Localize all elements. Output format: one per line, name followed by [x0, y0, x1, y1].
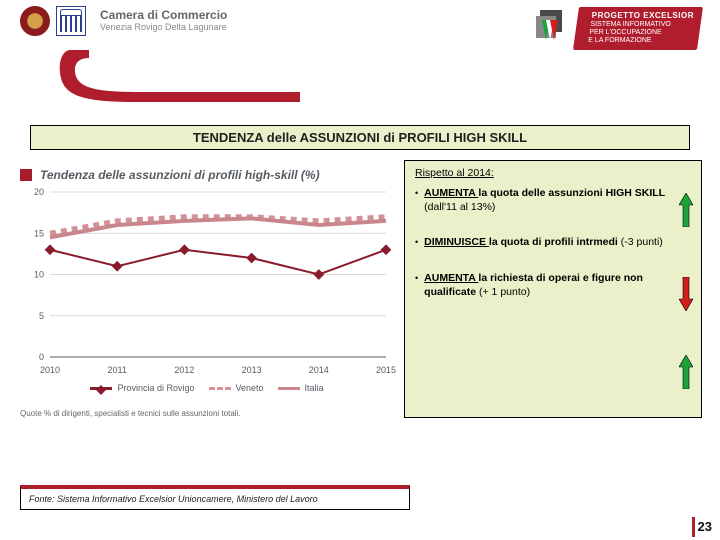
legend-item: Provincia di Rovigo [90, 383, 194, 393]
org-line2: Venezia Rovigo Delta Lagunare [100, 23, 227, 33]
org-name: Camera di Commercio Venezia Rovigo Delta… [100, 9, 227, 32]
chart-title: Tendenza delle assunzioni di profili hig… [40, 168, 320, 182]
building-icon [56, 6, 86, 36]
legend-label: Provincia di Rovigo [117, 383, 194, 393]
svg-text:2013: 2013 [242, 365, 262, 375]
bullet-dot-icon: • [415, 272, 418, 285]
arrow-up-icon [679, 193, 693, 227]
arrow-down-icon [679, 277, 693, 311]
chart-footnote: Quote % di dirigenti, specialisti e tecn… [18, 395, 396, 418]
bullet-item: • AUMENTA la quota delle assunzioni HIGH … [415, 187, 691, 214]
chart-title-row: Tendenza delle assunzioni di profili hig… [18, 160, 396, 184]
bullets-panel: Rispetto al 2014: • AUMENTA la quota dell… [404, 160, 702, 418]
line-chart: 0 5 10 15 20 2010 2011 2012 2013 2014 2015 [18, 184, 396, 379]
red-swoosh-icon [55, 42, 305, 108]
bullet-item: • DIMINUISCE la quota di profili intrmedi… [415, 236, 691, 250]
svg-text:2015: 2015 [376, 365, 396, 375]
folded-flag-icon [532, 6, 572, 50]
svg-text:5: 5 [39, 311, 44, 321]
excelsior-sub2: PER L'OCCUPAZIONE [589, 29, 691, 37]
excelsior-title: PROGETTO EXCELSIOR [592, 11, 694, 21]
left-logo-block: Camera di Commercio Venezia Rovigo Delta… [20, 6, 227, 36]
page-number: 23 [698, 519, 712, 534]
legend-label: Italia [305, 383, 324, 393]
bullet-dot-icon: • [415, 187, 418, 200]
arrow-up-icon [679, 355, 693, 389]
bullet-dot-icon: • [415, 236, 418, 249]
legend-item: Veneto [209, 383, 264, 393]
chart-panel: Tendenza delle assunzioni di profili hig… [18, 160, 396, 418]
org-line1: Camera di Commercio [100, 9, 227, 22]
excelsior-badge: PROGETTO EXCELSIOR SISTEMA INFORMATIVO P… [573, 7, 703, 50]
svg-text:15: 15 [34, 228, 44, 238]
bullet-text: DIMINUISCE la quota di profili intrmedi … [424, 236, 663, 250]
source-citation: Fonte: Sistema Informativo Excelsior Uni… [20, 485, 410, 510]
bullets-intro: Rispetto al 2014: [415, 167, 691, 179]
svg-text:2014: 2014 [309, 365, 329, 375]
right-logo-block: PROGETTO EXCELSIOR SISTEMA INFORMATIVO P… [532, 6, 700, 50]
seal-icon [20, 6, 50, 36]
chart-legend: Provincia di Rovigo Veneto Italia [18, 379, 396, 395]
bullet-square-icon [20, 169, 32, 181]
legend-label: Veneto [236, 383, 264, 393]
excelsior-sub3: E LA FORMAZIONE [588, 37, 690, 45]
svg-text:2012: 2012 [174, 365, 194, 375]
legend-item: Italia [278, 383, 324, 393]
bullet-text: AUMENTA la richiesta di operai e figure … [424, 272, 671, 299]
svg-text:2011: 2011 [108, 365, 127, 375]
svg-text:20: 20 [34, 187, 44, 197]
main-title: TENDENZA delle ASSUNZIONI di PROFILI HIG… [30, 125, 690, 150]
svg-text:2010: 2010 [40, 365, 60, 375]
bullet-text: AUMENTA la quota delle assunzioni HIGH S… [424, 187, 671, 214]
slide-header: Camera di Commercio Venezia Rovigo Delta… [0, 0, 720, 70]
excelsior-sub1: SISTEMA INFORMATIVO [590, 20, 692, 28]
content-row: Tendenza delle assunzioni di profili hig… [0, 156, 720, 418]
svg-text:0: 0 [39, 352, 44, 362]
svg-text:10: 10 [34, 270, 44, 280]
bullet-item: • AUMENTA la richiesta di operai e figure… [415, 272, 691, 299]
